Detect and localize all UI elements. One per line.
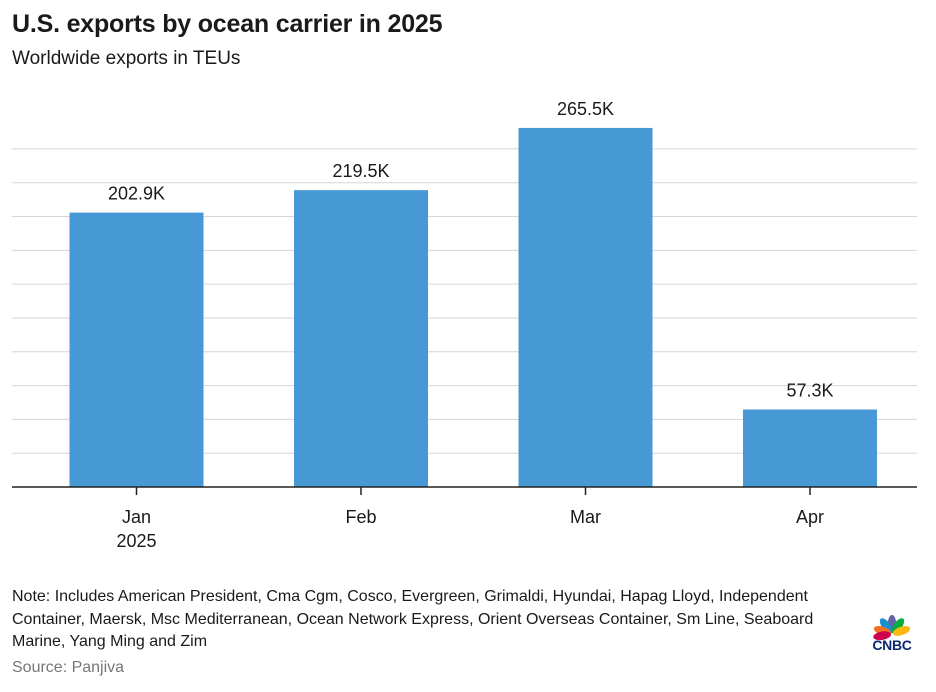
x-tick-label: Mar: [570, 507, 601, 527]
bar-chart: 202.9K 219.5K 265.5K 57.3K Jan 2025 Feb Mar Apr: [12, 99, 917, 551]
bar-mar: [518, 127, 653, 487]
data-label: 219.5K: [332, 161, 389, 181]
chart-title: U.S. exports by ocean carrier in 2025: [12, 10, 443, 38]
chart-source: Source: Panjiva: [12, 659, 125, 676]
data-label: 202.9K: [108, 184, 165, 204]
cnbc-logo-text: CNBC: [872, 637, 912, 653]
x-tick-label: Feb: [345, 507, 376, 527]
x-tick-label: Jan: [122, 507, 151, 527]
bar-feb: [294, 190, 428, 487]
data-label: 265.5K: [557, 99, 614, 119]
data-label: 57.3K: [786, 381, 833, 401]
peacock-icon: [873, 615, 911, 641]
x-tick-label: Apr: [796, 507, 824, 527]
chart-subtitle: Worldwide exports in TEUs: [12, 48, 241, 69]
chart-note: Note: Includes American President, Cma C…: [12, 588, 814, 650]
bar-jan: [69, 212, 204, 488]
x-tick-sublabel: 2025: [116, 531, 156, 551]
bar-apr: [743, 409, 877, 487]
